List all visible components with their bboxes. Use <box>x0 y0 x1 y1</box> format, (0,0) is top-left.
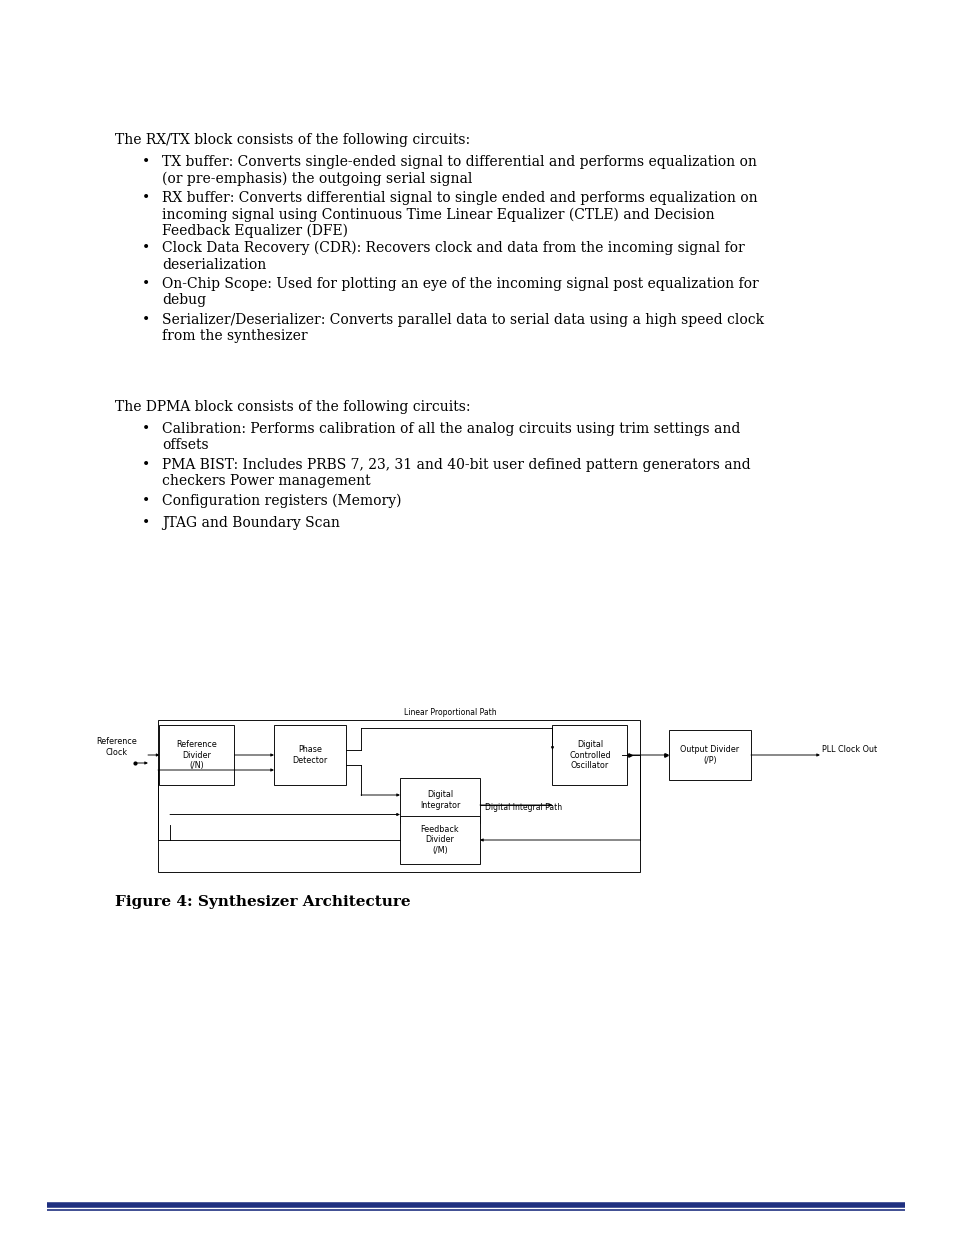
Bar <box>158 720 639 872</box>
Text: Clock Data Recovery (CDR): Recovers clock and data from the incoming signal for
: Clock Data Recovery (CDR): Recovers cloc… <box>162 241 744 272</box>
Text: Figure 4: Synthesizer Architecture: Figure 4: Synthesizer Architecture <box>115 895 410 909</box>
Text: The DPMA block consists of the following circuits:: The DPMA block consists of the following… <box>115 400 470 414</box>
Text: •: • <box>142 191 150 205</box>
Bar <box>552 725 627 785</box>
Text: Reference
Divider
(/N): Reference Divider (/N) <box>176 740 217 769</box>
Text: The RX/TX block consists of the following circuits:: The RX/TX block consists of the followin… <box>115 133 470 147</box>
Text: •: • <box>142 494 150 508</box>
Text: Digital Integral Path: Digital Integral Path <box>484 804 561 813</box>
Bar <box>399 778 479 823</box>
Text: •: • <box>142 458 150 472</box>
Text: Linear Proportional Path: Linear Proportional Path <box>403 708 496 718</box>
Text: •: • <box>142 156 150 169</box>
Text: •: • <box>142 516 150 530</box>
Text: On-Chip Scope: Used for plotting an eye of the incoming signal post equalization: On-Chip Scope: Used for plotting an eye … <box>162 277 758 308</box>
Text: Configuration registers (Memory): Configuration registers (Memory) <box>162 494 401 509</box>
Text: Serializer/Deserializer: Converts parallel data to serial data using a high spee: Serializer/Deserializer: Converts parall… <box>162 312 763 343</box>
Bar <box>668 730 750 781</box>
Text: •: • <box>142 312 150 327</box>
Text: PLL Clock Out: PLL Clock Out <box>821 746 876 755</box>
Text: Calibration: Performs calibration of all the analog circuits using trim settings: Calibration: Performs calibration of all… <box>162 422 740 452</box>
Bar <box>399 816 479 864</box>
Text: Digital
Controlled
Oscillator: Digital Controlled Oscillator <box>569 740 610 769</box>
Bar <box>274 725 346 785</box>
Text: RX buffer: Converts differential signal to single ended and performs equalizatio: RX buffer: Converts differential signal … <box>162 191 757 238</box>
Text: JTAG and Boundary Scan: JTAG and Boundary Scan <box>162 516 339 530</box>
Bar <box>159 725 234 785</box>
Text: Reference
Clock: Reference Clock <box>96 737 137 757</box>
Text: Digital
Integrator: Digital Integrator <box>419 790 459 810</box>
Text: •: • <box>142 241 150 254</box>
Text: TX buffer: Converts single-ended signal to differential and performs equalizatio: TX buffer: Converts single-ended signal … <box>162 156 756 185</box>
Text: PMA BIST: Includes PRBS 7, 23, 31 and 40-bit user defined pattern generators and: PMA BIST: Includes PRBS 7, 23, 31 and 40… <box>162 458 750 488</box>
Text: •: • <box>142 277 150 291</box>
Text: Phase
Detector: Phase Detector <box>292 745 327 764</box>
Text: •: • <box>142 422 150 436</box>
Text: Output Divider
(/P): Output Divider (/P) <box>679 745 739 764</box>
Text: Feedback
Divider
(/M): Feedback Divider (/M) <box>420 825 458 855</box>
